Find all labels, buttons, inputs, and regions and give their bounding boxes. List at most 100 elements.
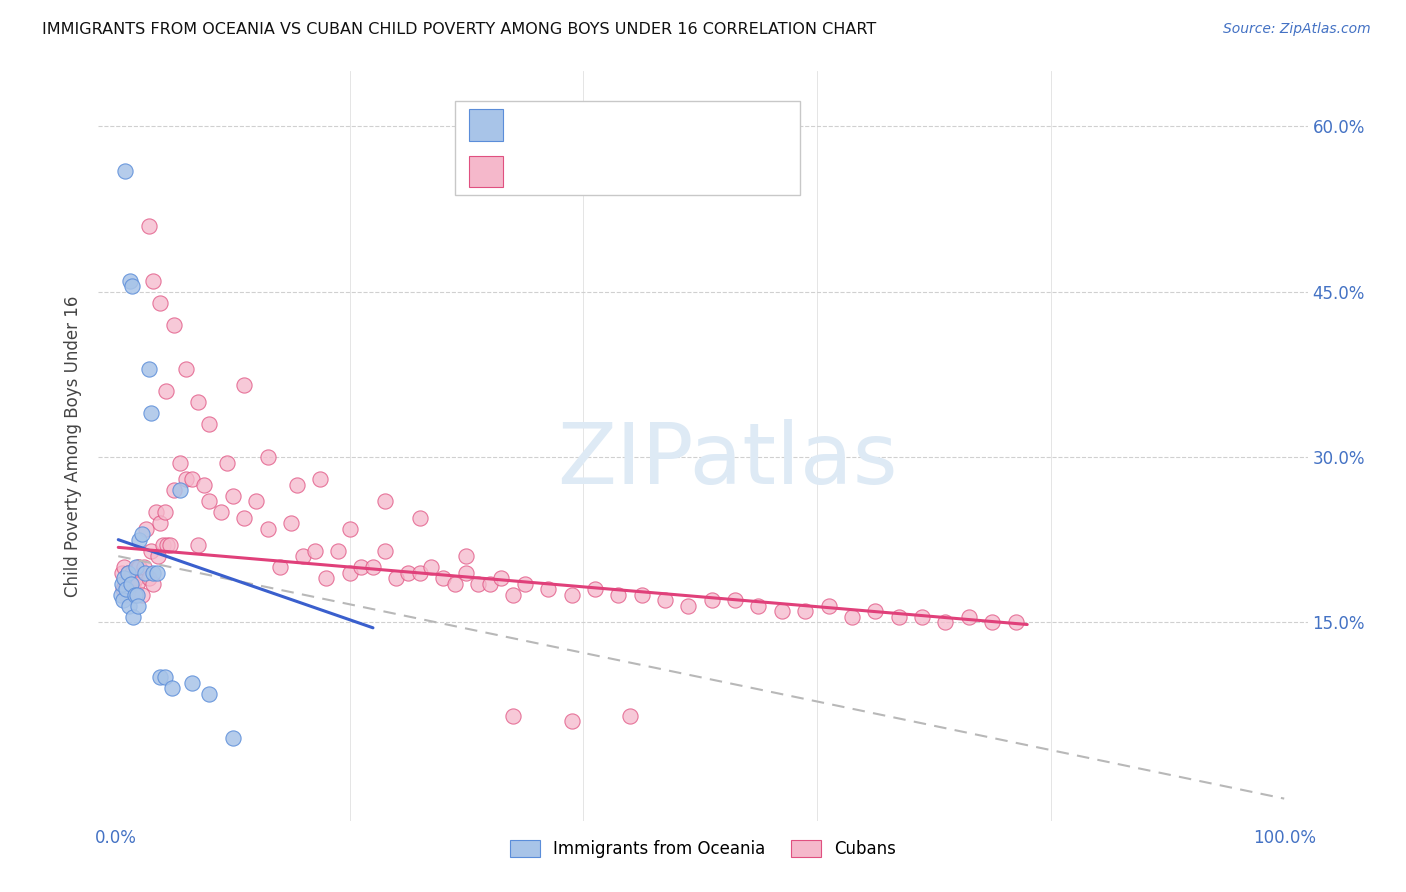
Point (794, 604, 817, 618)
Point (174, 472, 197, 486)
Point (131, 527, 153, 541)
Point (215, 456, 238, 470)
Point (339, 522, 361, 536)
Point (385, 571, 408, 585)
Point (125, 576, 148, 591)
Point (121, 566, 143, 580)
Point (153, 670, 176, 684)
Point (222, 489, 245, 503)
Point (114, 576, 136, 591)
Point (149, 295, 172, 310)
Point (561, 588, 583, 602)
Point (443, 576, 465, 591)
Point (180, 472, 202, 486)
Point (1004, 615, 1026, 630)
Point (187, 395, 209, 409)
Point (122, 609, 145, 624)
Point (117, 566, 139, 580)
Point (865, 604, 887, 618)
Point (957, 609, 980, 624)
Point (678, 599, 700, 613)
Point (163, 483, 186, 497)
Point (138, 362, 160, 376)
Point (118, 599, 141, 613)
Point (607, 588, 630, 602)
Point (149, 516, 172, 530)
Point (120, 576, 142, 591)
Text: IMMIGRANTS FROM OCEANIA VS CUBAN CHILD POVERTY AMONG BOYS UNDER 16 CORRELATION C: IMMIGRANTS FROM OCEANIA VS CUBAN CHILD P… (42, 22, 876, 37)
Point (124, 588, 146, 602)
Point (934, 615, 956, 630)
Point (122, 576, 145, 591)
Point (124, 588, 146, 602)
Point (110, 588, 132, 602)
Point (131, 588, 153, 602)
Point (467, 576, 489, 591)
Point (409, 510, 432, 524)
Point (817, 599, 839, 613)
Point (700, 593, 723, 607)
Point (841, 609, 863, 624)
Point (374, 543, 396, 558)
Point (198, 687, 221, 701)
Point (125, 588, 148, 602)
Point (770, 604, 793, 618)
Point (724, 593, 747, 607)
Point (180, 676, 202, 690)
Point (142, 566, 165, 580)
Point (187, 538, 209, 552)
Point (118, 274, 141, 288)
Point (160, 681, 183, 696)
Point (409, 566, 432, 580)
Point (502, 588, 524, 602)
Point (245, 494, 267, 508)
Point (120, 576, 142, 591)
Point (111, 576, 134, 591)
Point (432, 571, 454, 585)
Point (561, 714, 583, 729)
Point (149, 670, 172, 684)
Point (115, 588, 138, 602)
Point (118, 582, 141, 597)
Point (112, 571, 135, 585)
Point (654, 593, 676, 607)
Point (350, 560, 373, 574)
Point (256, 522, 278, 536)
Text: Source: ZipAtlas.com: Source: ZipAtlas.com (1223, 22, 1371, 37)
Point (111, 566, 134, 580)
Point (153, 505, 176, 519)
Point (256, 450, 278, 464)
Point (128, 560, 150, 574)
Point (142, 576, 165, 591)
Point (112, 560, 135, 574)
Point (146, 549, 169, 564)
Text: ZIPatlas: ZIPatlas (557, 419, 897, 502)
Point (478, 576, 501, 591)
Point (513, 576, 536, 591)
Point (135, 522, 157, 536)
Point (145, 505, 167, 519)
Point (887, 609, 910, 624)
Point (456, 566, 478, 580)
Point (502, 709, 524, 723)
Point (156, 538, 179, 552)
Point (111, 593, 134, 607)
Point (456, 549, 478, 564)
Point (155, 384, 177, 398)
Point (128, 533, 150, 547)
Point (981, 615, 1004, 630)
Point (139, 543, 162, 558)
Point (315, 571, 337, 585)
Point (420, 560, 443, 574)
Point (491, 571, 513, 585)
Point (209, 505, 232, 519)
Point (339, 566, 361, 580)
Point (198, 494, 221, 508)
Y-axis label: Child Poverty Among Boys Under 16: Child Poverty Among Boys Under 16 (65, 295, 83, 597)
Point (169, 456, 191, 470)
Point (152, 538, 174, 552)
Point (127, 599, 149, 613)
Point (269, 560, 291, 574)
Point (537, 582, 560, 597)
Point (361, 560, 384, 574)
